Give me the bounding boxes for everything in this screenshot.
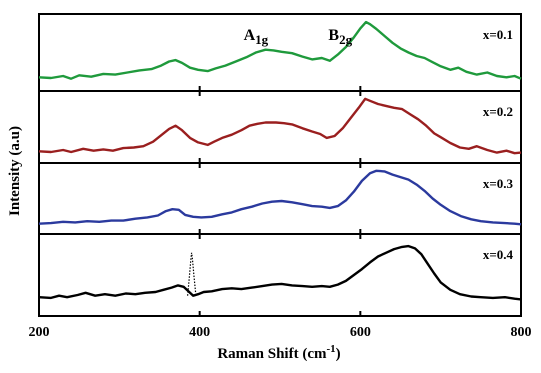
spike-artifact — [187, 252, 197, 296]
series-line — [38, 244, 522, 301]
peak-annotations: A1g B2g — [244, 27, 353, 47]
series-line — [38, 97, 522, 155]
x-tick-label: 200 — [29, 325, 50, 340]
peak-annotation: B2g — [328, 27, 352, 47]
panel-1: x=0.1 — [38, 13, 522, 92]
panel-label: x=0.1 — [483, 27, 513, 42]
x-tick-label: 600 — [350, 325, 371, 340]
panel-frame — [38, 90, 522, 164]
panel-label: x=0.4 — [483, 247, 514, 262]
y-axis-label: Intensity (a.u) — [7, 126, 23, 216]
panel-4: x=0.4 — [38, 233, 522, 317]
x-axis-label: Raman Shift (cm-1) — [217, 343, 340, 362]
x-axis-label-close: ) — [336, 346, 341, 362]
series-line — [38, 20, 522, 80]
x-tick-label: 400 — [189, 325, 210, 340]
panel-label: x=0.3 — [483, 176, 514, 191]
x-axis-label-superscript: -1 — [327, 343, 336, 355]
chart-panels: x=0.1 x=0.2 x=0.3 x=0.4 — [38, 13, 522, 317]
panel-3: x=0.3 — [38, 162, 522, 235]
series-line — [38, 169, 522, 226]
peak-annotation: A1g — [244, 27, 269, 47]
panel-frame — [38, 162, 522, 235]
panel-frame — [38, 233, 522, 317]
x-axis: 200 400 600 800 — [29, 325, 532, 340]
x-axis-label-main: Raman Shift (cm — [217, 346, 327, 362]
panel-label: x=0.2 — [483, 104, 513, 119]
x-tick-label: 800 — [511, 325, 532, 340]
panel-2: x=0.2 — [38, 90, 522, 164]
